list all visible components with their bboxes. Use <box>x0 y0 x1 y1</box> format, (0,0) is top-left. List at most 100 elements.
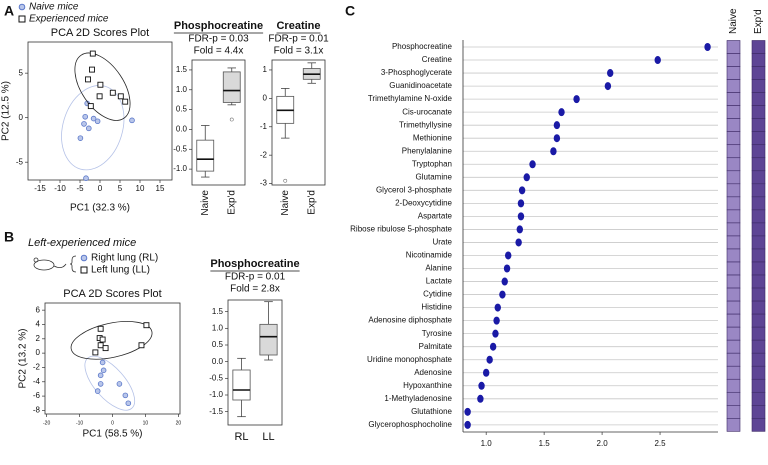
heatmap-cell <box>751 53 766 67</box>
point <box>99 359 106 366</box>
y-tick-label: -5 <box>16 157 24 166</box>
heatmap-cell <box>751 391 766 406</box>
x-tick-label: 2.0 <box>597 439 609 448</box>
chart-title: Creatine <box>276 20 320 32</box>
category-label: 1-Methyladenosine <box>384 394 452 403</box>
x-axis-label: PC1 (58.5 %) <box>82 429 142 440</box>
x-tick-label: 10 <box>136 184 145 193</box>
x-axis-label: PC1 (32.3 %) <box>70 203 130 214</box>
category-label: Urate <box>432 238 452 247</box>
point <box>90 115 97 122</box>
legend-marker <box>18 15 26 23</box>
y-tick-label: -2 <box>260 150 268 159</box>
chart-title: PCA 2D Scores Plot <box>51 27 149 39</box>
x-tick-label: 20 <box>176 420 182 426</box>
y-tick-label: 0.0 <box>176 125 188 134</box>
dot <box>505 251 512 260</box>
dot <box>486 355 493 364</box>
heatmap-cell <box>751 418 766 432</box>
category-label: Phenylalanine <box>402 146 453 155</box>
y-tick-label: -0.5 <box>173 144 187 153</box>
heatmap-cell <box>726 53 741 67</box>
heatmap-cell <box>726 248 741 263</box>
dot <box>654 56 661 65</box>
heatmap-cell <box>751 66 766 80</box>
annotation: FDR-p = 0.03 <box>188 34 249 45</box>
confidence-ellipse <box>74 52 131 121</box>
dot <box>515 238 522 247</box>
dot <box>607 69 614 78</box>
y-tick-label: -1 <box>260 122 268 131</box>
point <box>81 121 87 127</box>
category-label: Glutathione <box>411 407 452 416</box>
point <box>87 103 94 110</box>
legend-label: Left lung (LL) <box>91 265 150 276</box>
outlier <box>283 178 288 183</box>
y-tick-label: -6 <box>33 391 41 400</box>
point <box>97 381 104 387</box>
heatmap-cell <box>726 378 741 393</box>
heatmap-cell <box>726 391 741 406</box>
point <box>86 125 92 132</box>
category-label: Tyrosine <box>422 329 453 338</box>
point <box>143 322 150 329</box>
heatmap-cell <box>751 118 766 132</box>
legend-label: Right lung (RL) <box>91 253 158 264</box>
y-tick-label: -4 <box>33 377 41 386</box>
category-label: Adenosine <box>414 368 452 377</box>
category-label: Adenosine diphosphate <box>368 316 452 325</box>
plot-frame <box>271 59 326 186</box>
category-label: Guanidinoacetate <box>389 81 452 90</box>
point <box>99 336 106 343</box>
y-tick-label: 0 <box>36 348 41 357</box>
box <box>196 139 215 172</box>
heatmap-cell <box>751 222 766 237</box>
category-label: Cis-urocanate <box>402 107 452 116</box>
dot <box>499 290 506 299</box>
point <box>77 135 84 141</box>
heatmap-cell <box>751 157 766 172</box>
heatmap-cell <box>751 131 766 146</box>
category-label: Glycerophosphocholine <box>368 420 452 429</box>
point <box>89 66 95 73</box>
heatmap-cell <box>751 274 766 289</box>
heatmap-cell <box>751 183 766 198</box>
heatmap-cell <box>751 196 766 211</box>
annotation: FDR-p = 0.01 <box>225 272 286 283</box>
dot <box>503 264 511 273</box>
heatmap-cell <box>751 209 766 224</box>
heatmap-cell <box>726 300 741 315</box>
y-tick-label: -1.0 <box>209 390 223 399</box>
heatmap-cell <box>726 157 741 172</box>
legend-title: Left-experienced mice <box>28 237 136 249</box>
dot <box>704 43 711 51</box>
y-tick-label: 1.5 <box>176 65 188 74</box>
heatmap-cell <box>751 313 766 328</box>
x-tick-label: Exp'd <box>306 190 317 215</box>
heatmap-cell <box>726 339 741 354</box>
y-tick-label: -1.0 <box>173 164 187 173</box>
panel-label: C <box>345 3 355 19</box>
legend-marker <box>18 3 26 11</box>
point <box>94 118 101 125</box>
heatmap-cell <box>726 326 741 341</box>
x-tick-label: -5 <box>76 184 84 193</box>
heatmap-cell <box>726 105 741 119</box>
category-label: Ribose ribulose 5-phosphate <box>350 225 452 234</box>
heatmap-cell <box>726 79 741 93</box>
y-tick-label: -2 <box>33 363 41 372</box>
heatmap-cell <box>751 92 766 106</box>
heatmap-cell <box>726 66 741 80</box>
heatmap-cell <box>726 261 741 276</box>
heatmap-cell <box>726 313 741 328</box>
dot <box>464 420 471 429</box>
x-tick-label: 5 <box>118 184 123 193</box>
confidence-ellipse <box>61 85 125 171</box>
panel-label: B <box>4 229 14 245</box>
category-label: Creatine <box>422 55 453 64</box>
y-tick-label: 1.0 <box>176 85 188 94</box>
point <box>83 175 89 182</box>
heatmap-cell <box>726 92 741 106</box>
category-label: Nicotinamide <box>406 251 453 260</box>
